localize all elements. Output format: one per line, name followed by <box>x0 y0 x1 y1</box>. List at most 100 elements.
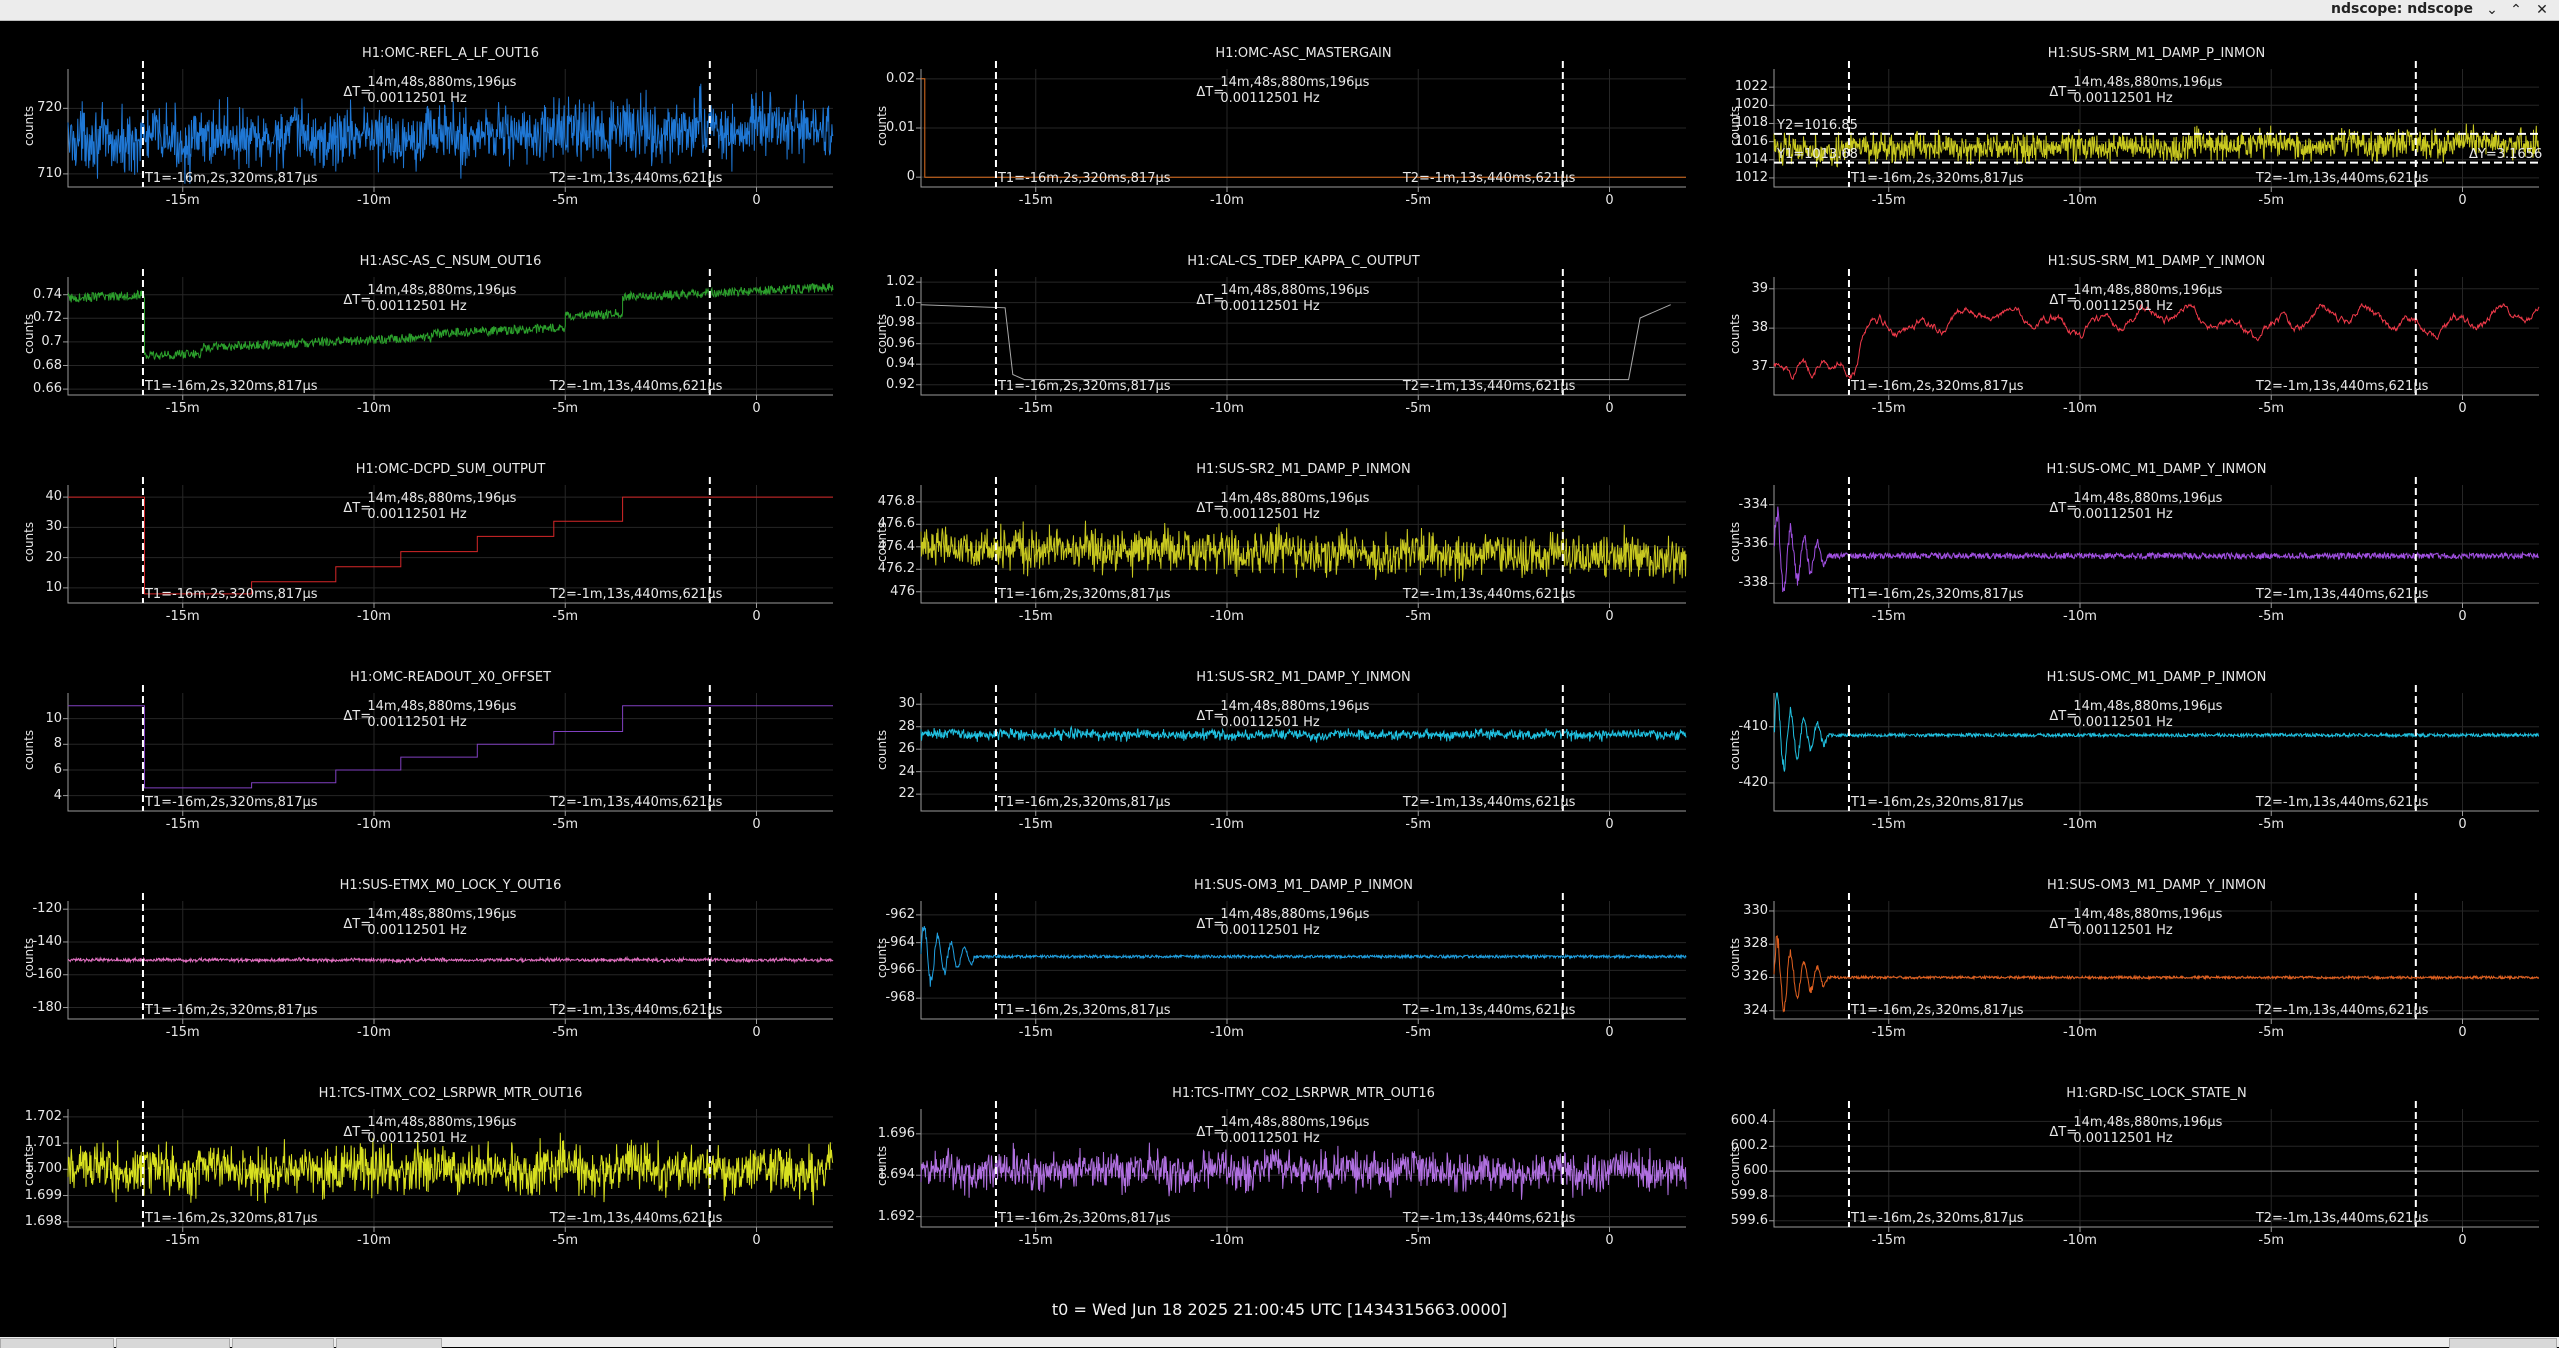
plot-panel[interactable]: H1:SUS-OM3_M1_DAMP_P_INMON ΔT= 14m,48s,880… <box>853 853 1706 1061</box>
plot-panel[interactable]: H1:SUS-ETMX_M0_LOCK_Y_OUT16 ΔT= 14m,48s,88… <box>0 853 853 1061</box>
plot-title: H1:CAL-CS_TDEP_KAPPA_C_OUTPUT <box>1187 254 1420 269</box>
y-tick-label: 24 <box>898 763 915 779</box>
delta-t-label: ΔT= <box>2049 85 2078 100</box>
maximize-button[interactable]: ⌃ <box>2510 2 2522 18</box>
delta-t-label: ΔT= <box>2049 501 2078 516</box>
y-tick-label: 476.4 <box>877 538 915 554</box>
y-tick-label: 324 <box>1743 1002 1768 1018</box>
plot-panel[interactable]: H1:SUS-OMC_M1_DAMP_P_INMON ΔT= 14m,48s,880… <box>1706 645 2559 853</box>
plot-title: H1:TCS-ITMY_CO2_LSRPWR_MTR_OUT16 <box>1172 1086 1435 1101</box>
delta-t-label: ΔT= <box>2049 917 2078 932</box>
x-tick-label: -10m <box>357 817 391 832</box>
plot-canvas[interactable] <box>1706 229 2559 437</box>
delta-t-label: ΔT= <box>2049 1125 2078 1140</box>
y-tick-label: 1.02 <box>886 274 915 290</box>
plot-canvas[interactable] <box>0 1061 853 1269</box>
y-tick-label: 30 <box>45 519 62 535</box>
plot-panel[interactable]: H1:ASC-AS_C_NSUM_OUT16 ΔT= 14m,48s,880ms,1… <box>0 229 853 437</box>
plot-canvas[interactable] <box>1706 1061 2559 1269</box>
x-tick-label: -10m <box>1210 1233 1244 1248</box>
plot-panel[interactable]: H1:TCS-ITMX_CO2_LSRPWR_MTR_OUT16 ΔT= 14m,4… <box>0 1061 853 1269</box>
status-tab[interactable] <box>232 1338 334 1348</box>
delta-t-value: 14m,48s,880ms,196μs <box>2073 699 2223 714</box>
plot-canvas[interactable] <box>853 645 1706 853</box>
y-tick-label: 30 <box>898 696 915 712</box>
plot-canvas[interactable] <box>1706 437 2559 645</box>
t1-label: T1=-16m,2s,320ms,817μs <box>144 171 318 186</box>
plot-panel[interactable]: H1:OMC-READOUT_X0_OFFSET ΔT= 14m,48s,880ms… <box>0 645 853 853</box>
delta-t-value: 14m,48s,880ms,196μs <box>2073 283 2223 298</box>
delta-t-value: 14m,48s,880ms,196μs <box>2073 1115 2223 1130</box>
status-tab[interactable] <box>336 1338 442 1348</box>
status-tab[interactable] <box>2449 1338 2557 1348</box>
delta-t-label: ΔT= <box>343 293 372 308</box>
plot-canvas[interactable] <box>0 229 853 437</box>
plot-panel[interactable]: H1:SUS-OM3_M1_DAMP_Y_INMON ΔT= 14m,48s,880… <box>1706 853 2559 1061</box>
x-tick-label: -15m <box>1871 609 1906 624</box>
y-tick-label: 1.698 <box>24 1213 62 1229</box>
plot-panel[interactable]: H1:SUS-SR2_M1_DAMP_Y_INMON ΔT= 14m,48s,880… <box>853 645 1706 853</box>
y-tick-label: 0.68 <box>33 357 62 373</box>
series-trace <box>921 78 1686 178</box>
y-tick-label: 1.700 <box>24 1161 62 1177</box>
y-tick-label: -160 <box>32 966 62 982</box>
plot-canvas[interactable] <box>0 21 853 229</box>
plot-panel[interactable]: H1:OMC-REFL_A_LF_OUT16 ΔT= 14m,48s,880ms,1… <box>0 21 853 229</box>
delta-y-readout: ΔY=3.1656 <box>2469 146 2543 162</box>
x-tick-label: -5m <box>2258 401 2285 416</box>
x-tick-label: -5m <box>1405 609 1432 624</box>
x-tick-label: -10m <box>1210 1025 1244 1040</box>
y-tick-label: 599.6 <box>1730 1212 1768 1228</box>
x-tick-label: -15m <box>1871 817 1906 832</box>
x-tick-label: 0 <box>1605 193 1614 208</box>
series-trace <box>1773 935 2539 1013</box>
close-button[interactable]: ✕ <box>2536 2 2548 18</box>
status-tab[interactable] <box>116 1338 230 1348</box>
y-tick-label: 1.702 <box>24 1108 62 1124</box>
x-tick-label: 0 <box>752 401 761 416</box>
plot-canvas[interactable] <box>0 645 853 853</box>
y-tick-label: 476.2 <box>877 561 915 577</box>
plot-canvas[interactable] <box>853 21 1706 229</box>
plot-canvas[interactable] <box>0 437 853 645</box>
plot-canvas[interactable] <box>1706 853 2559 1061</box>
y-axis-label: counts <box>1728 729 1742 770</box>
plot-panel[interactable]: H1:SUS-OMC_M1_DAMP_Y_INMON ΔT= 14m,48s,880… <box>1706 437 2559 645</box>
plot-canvas[interactable] <box>853 229 1706 437</box>
plot-panel[interactable]: H1:SUS-SRM_M1_DAMP_P_INMON ΔT= 14m,48s,880… <box>1706 21 2559 229</box>
delta-t-value: 14m,48s,880ms,196μs <box>2073 491 2223 506</box>
delta-f-value: 0.00112501 Hz <box>1220 299 1320 314</box>
x-tick-label: -5m <box>552 1233 579 1248</box>
plot-canvas[interactable] <box>1706 645 2559 853</box>
y-tick-label: 40 <box>45 489 62 505</box>
x-tick-label: 0 <box>1605 401 1614 416</box>
plot-panel[interactable]: H1:OMC-ASC_MASTERGAIN ΔT= 14m,48s,880ms,19… <box>853 21 1706 229</box>
plot-panel[interactable]: H1:SUS-SR2_M1_DAMP_P_INMON ΔT= 14m,48s,880… <box>853 437 1706 645</box>
delta-f-value: 0.00112501 Hz <box>367 91 467 106</box>
x-tick-label: 0 <box>752 817 761 832</box>
x-tick-label: -10m <box>2063 401 2097 416</box>
plot-title: H1:OMC-ASC_MASTERGAIN <box>1215 46 1392 61</box>
plot-panel[interactable]: H1:OMC-DCPD_SUM_OUTPUT ΔT= 14m,48s,880ms,1… <box>0 437 853 645</box>
plot-canvas[interactable] <box>1706 21 2559 229</box>
plot-title: H1:SUS-OMC_M1_DAMP_Y_INMON <box>2046 462 2267 477</box>
plot-panel[interactable]: H1:GRD-ISC_LOCK_STATE_N ΔT= 14m,48s,880ms,… <box>1706 1061 2559 1269</box>
plot-panel[interactable]: H1:SUS-SRM_M1_DAMP_Y_INMON ΔT= 14m,48s,880… <box>1706 229 2559 437</box>
plot-panel[interactable]: H1:CAL-CS_TDEP_KAPPA_C_OUTPUT ΔT= 14m,48s,… <box>853 229 1706 437</box>
minimize-button[interactable]: ⌄ <box>2486 2 2498 18</box>
x-tick-label: -5m <box>2258 817 2285 832</box>
delta-t-value: 14m,48s,880ms,196μs <box>1220 75 1370 90</box>
plot-canvas[interactable] <box>853 853 1706 1061</box>
axis <box>67 485 833 604</box>
x-tick-label: 0 <box>752 193 761 208</box>
series-trace <box>1773 302 2540 380</box>
plot-canvas[interactable] <box>0 853 853 1061</box>
plot-panel[interactable]: H1:TCS-ITMY_CO2_LSRPWR_MTR_OUT16 ΔT= 14m,4… <box>853 1061 1706 1269</box>
x-tick-label: 0 <box>1605 1233 1614 1248</box>
plot-canvas[interactable] <box>853 1061 1706 1269</box>
plot-canvas[interactable] <box>853 437 1706 645</box>
t2-label: T2=-1m,13s,440ms,621μs <box>549 1211 723 1226</box>
x-tick-label: -10m <box>357 1025 391 1040</box>
status-tab[interactable] <box>0 1338 114 1348</box>
y-tick-label: 476.8 <box>877 493 915 509</box>
